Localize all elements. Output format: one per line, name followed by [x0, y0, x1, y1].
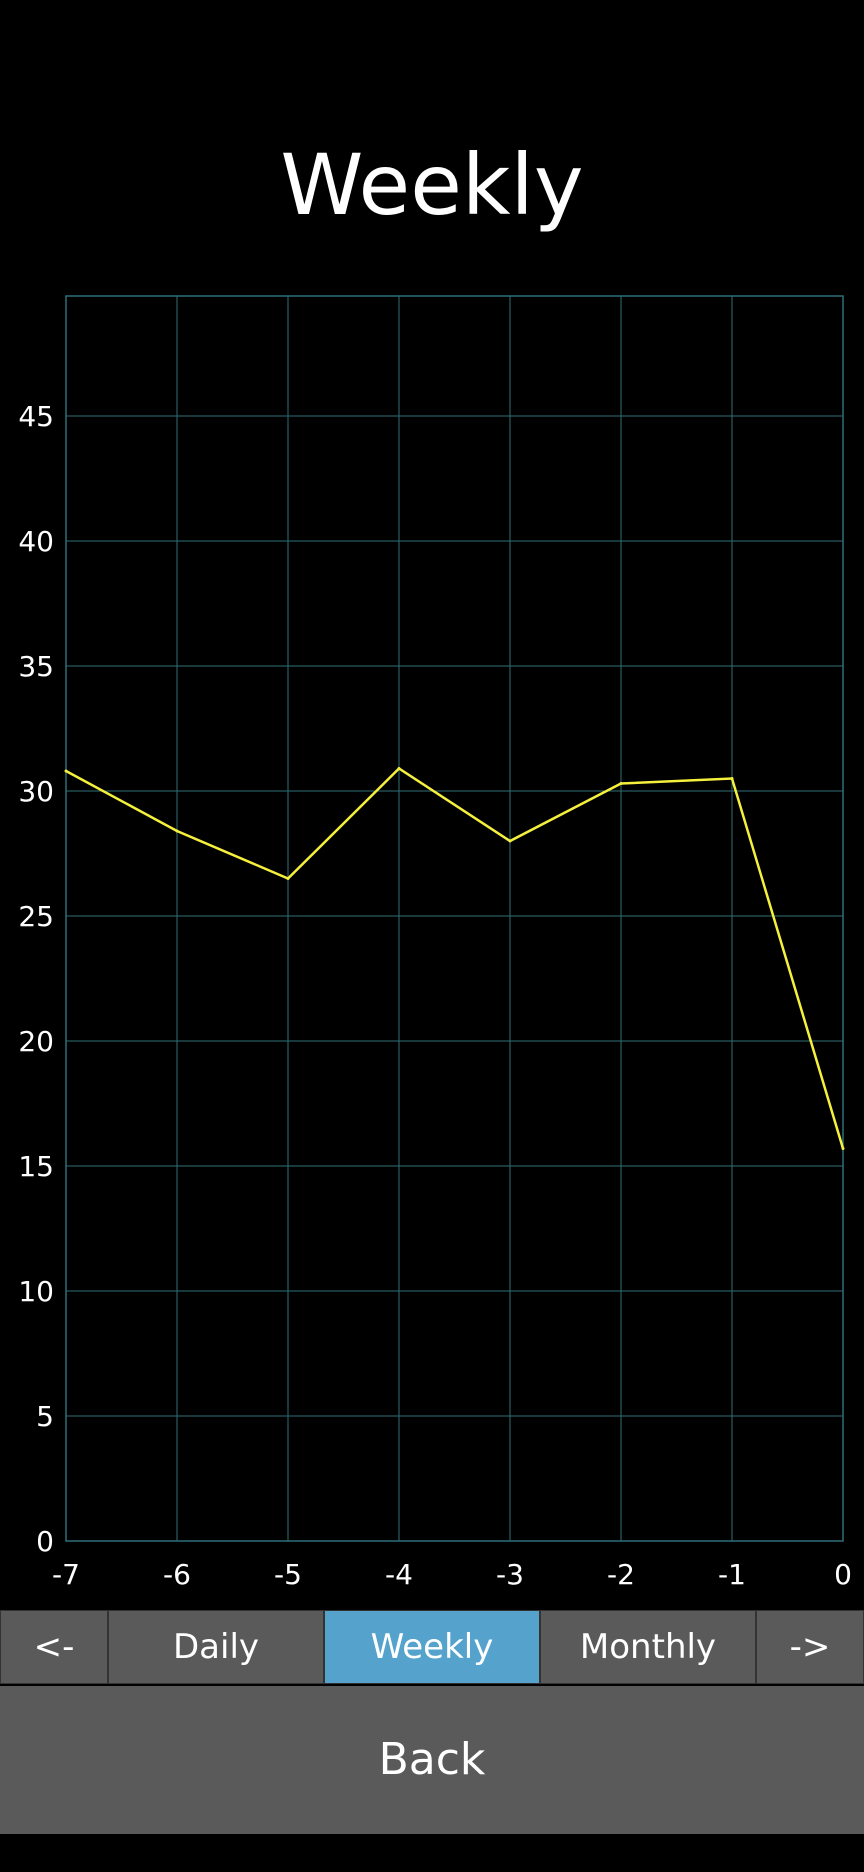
data-point	[397, 767, 401, 770]
x-tick-label: -2	[607, 1558, 635, 1591]
tab-weekly[interactable]: Weekly	[324, 1610, 540, 1684]
x-tick-label: -5	[274, 1558, 302, 1591]
chart-grid	[65, 295, 844, 1542]
data-point	[508, 839, 512, 843]
page-title: Weekly	[280, 136, 584, 234]
data-point	[841, 1147, 845, 1150]
data-point	[619, 782, 623, 785]
y-tick-label: 10	[18, 1275, 54, 1308]
chart-series	[64, 766, 845, 1150]
period-tab-bar: <- Daily Weekly Monthly ->	[0, 1610, 864, 1686]
y-tick-label: 30	[18, 775, 54, 808]
data-point	[175, 829, 179, 833]
y-tick-label: 15	[18, 1150, 54, 1183]
back-button[interactable]: Back	[0, 1686, 864, 1834]
x-tick-label: -6	[163, 1558, 191, 1591]
x-tick-label: -3	[496, 1558, 524, 1591]
x-tick-label: 0	[834, 1558, 852, 1591]
plot-frame	[65, 295, 844, 1542]
x-tick-label: -4	[385, 1558, 413, 1591]
data-point	[730, 777, 734, 780]
y-tick-label: 0	[36, 1525, 54, 1558]
prev-button[interactable]: <-	[0, 1610, 108, 1684]
y-tick-label: 35	[18, 650, 54, 683]
x-tick-label: -1	[718, 1558, 746, 1591]
y-tick-label: 25	[18, 900, 54, 933]
y-tick-label: 45	[18, 400, 54, 433]
x-tick-label: -7	[52, 1558, 80, 1591]
tab-daily[interactable]: Daily	[108, 1610, 324, 1684]
next-button[interactable]: ->	[756, 1610, 864, 1684]
series-line	[65, 766, 845, 1149]
y-tick-label: 40	[18, 525, 54, 558]
y-tick-label: 20	[18, 1025, 54, 1058]
tab-monthly[interactable]: Monthly	[540, 1610, 756, 1684]
weekly-line-chart: 0 5 10 15 20 25 30 35 40 45 -7 -6 -5 -4 -3 -2 -1 0	[18, 295, 852, 1591]
data-point	[64, 769, 68, 773]
y-axis-tick-labels: 0 5 10 15 20 25 30 35 40 45	[18, 400, 54, 1558]
x-axis-tick-labels: -7 -6 -5 -4 -3 -2 -1 0	[52, 1558, 852, 1591]
y-tick-label: 5	[36, 1400, 54, 1433]
data-point	[286, 877, 290, 880]
